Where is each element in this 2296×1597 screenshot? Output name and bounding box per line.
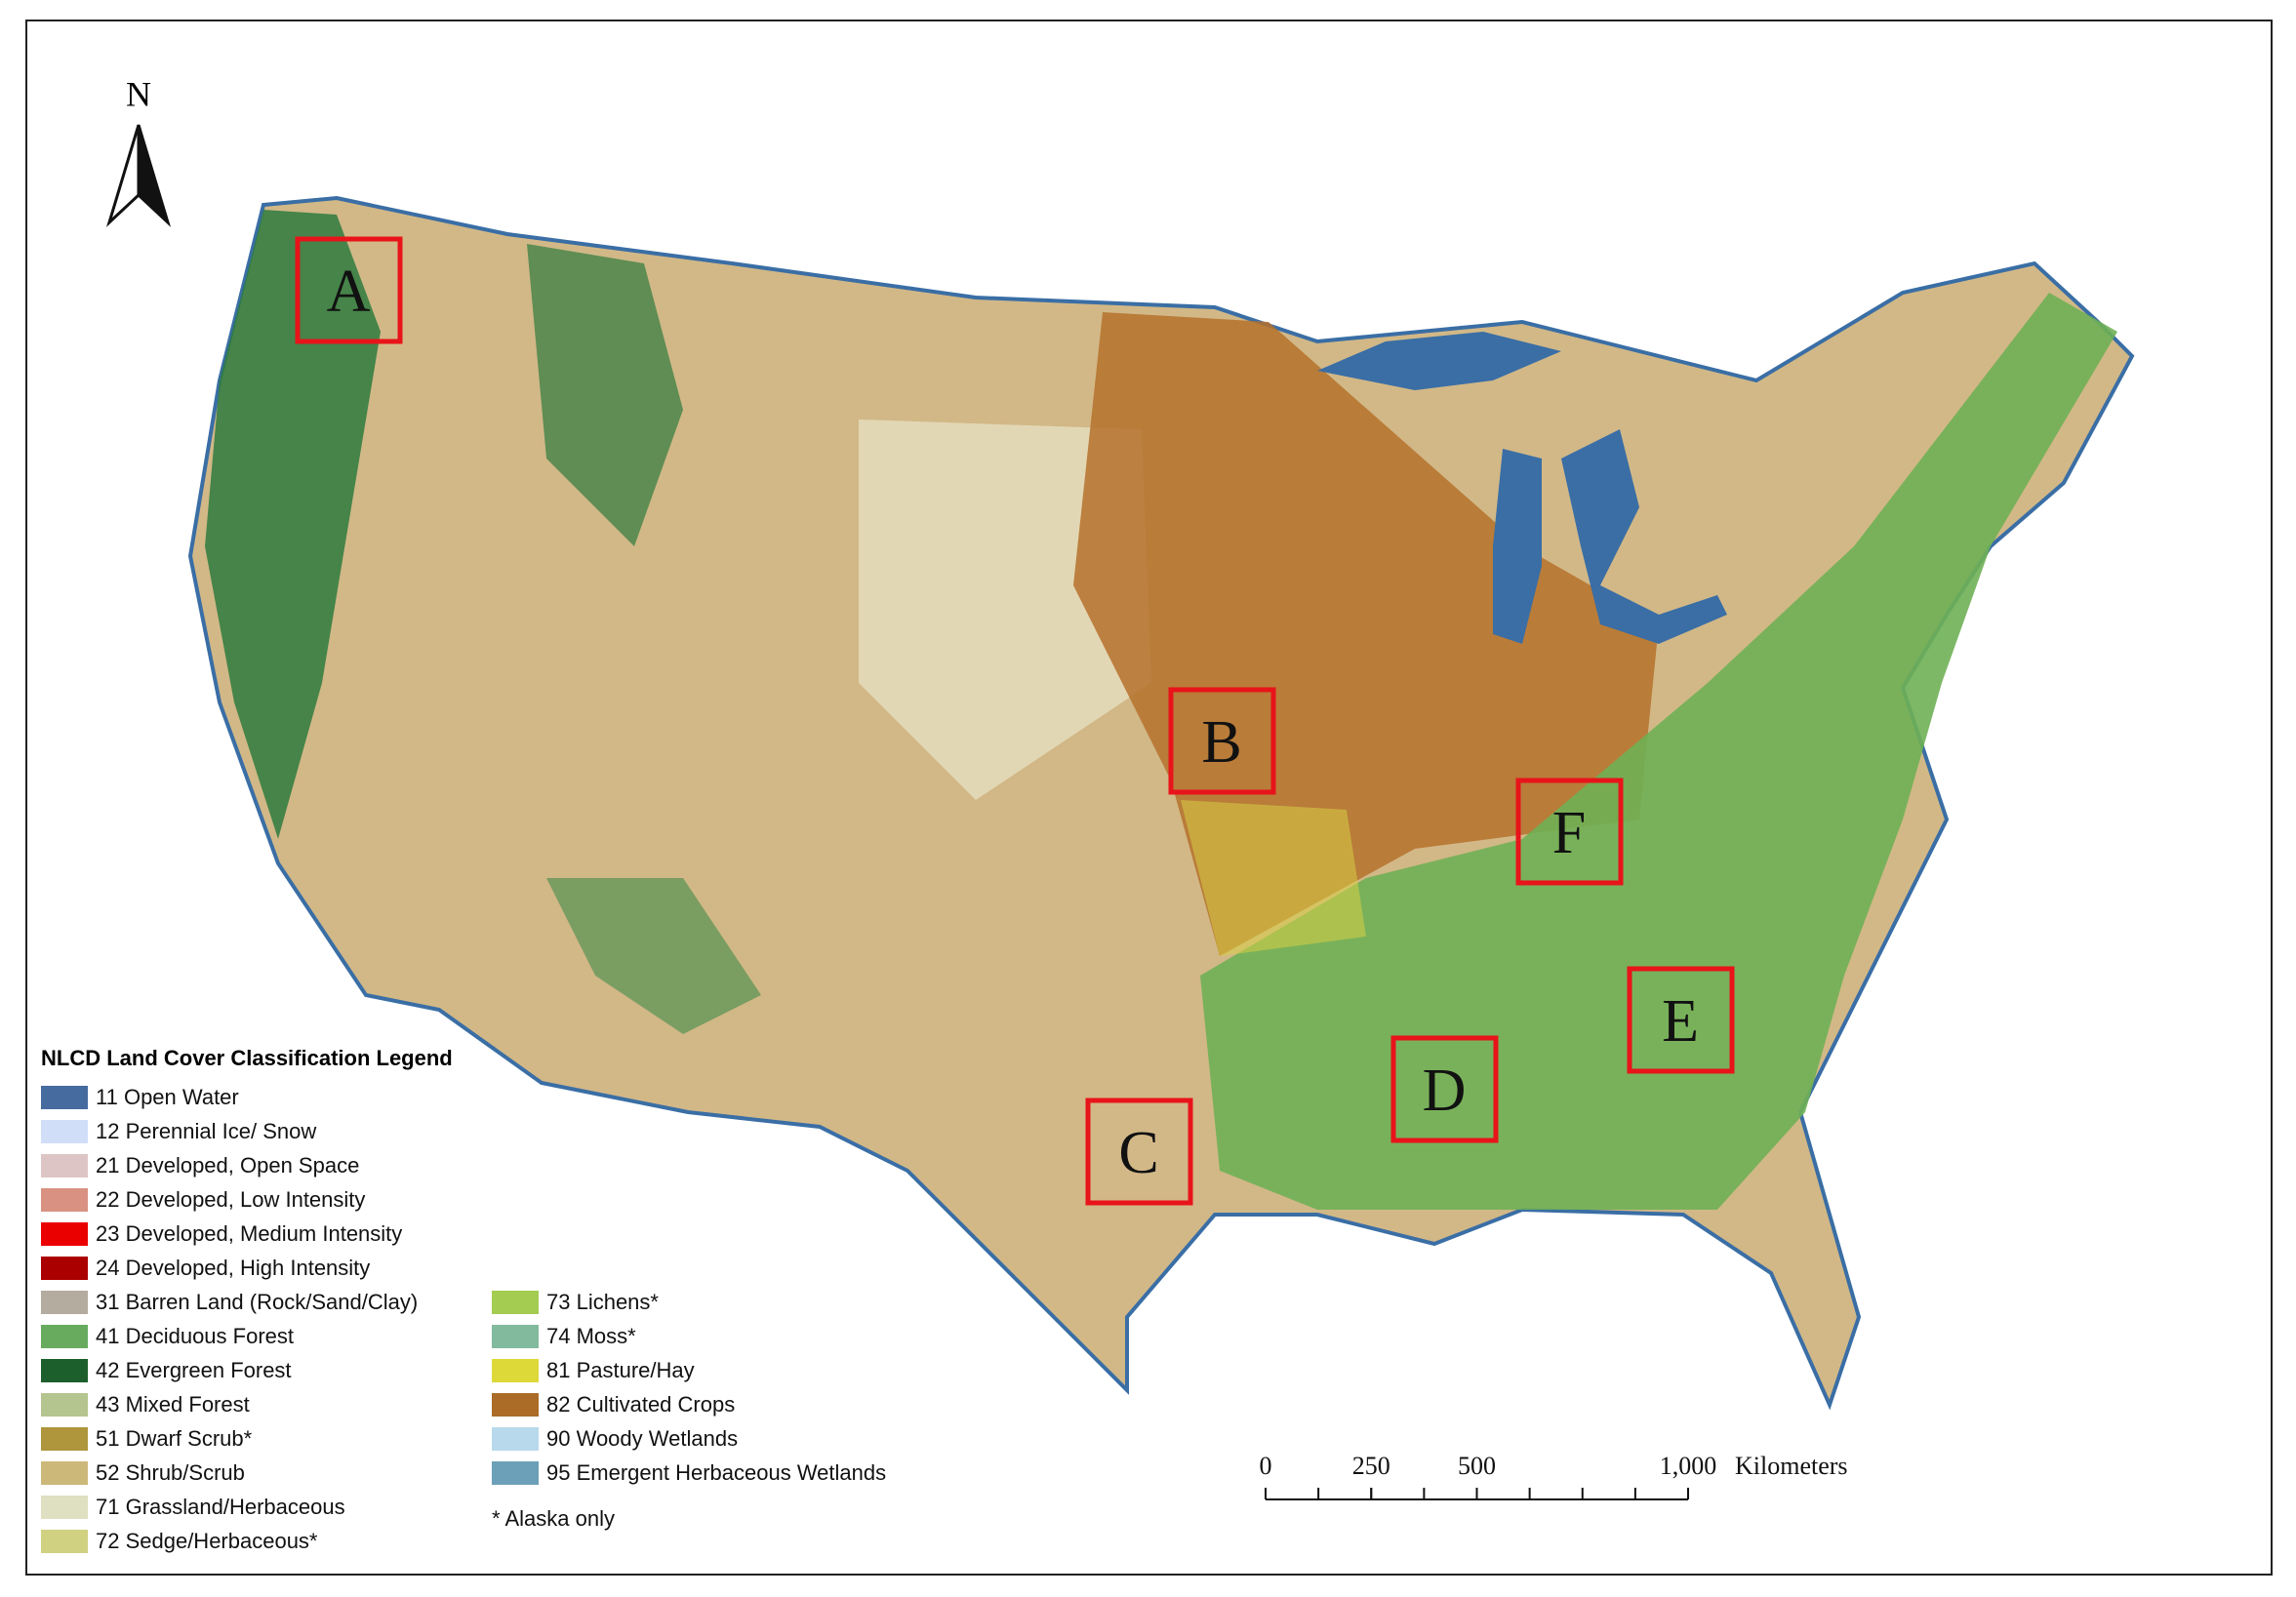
scale-tick-label: 0 — [1260, 1452, 1272, 1480]
legend-label: 11 Open Water — [96, 1085, 239, 1109]
plains-crops — [1073, 312, 1659, 956]
scale-unit: Kilometers — [1735, 1452, 1848, 1480]
legend-label: 74 Moss* — [546, 1324, 636, 1348]
region-label: D — [1423, 1058, 1467, 1124]
legend-swatch — [41, 1154, 88, 1178]
legend-swatch — [492, 1291, 539, 1314]
legend-label: 22 Developed, Low Intensity — [96, 1187, 365, 1212]
region-box — [1627, 966, 1735, 1074]
southwest-forest — [546, 878, 761, 1034]
legend-label: 82 Cultivated Crops — [546, 1392, 735, 1417]
legend-label: 72 Sedge/Herbaceous* — [96, 1529, 318, 1553]
legend-swatch — [41, 1188, 88, 1212]
legend-label: 24 Developed, High Intensity — [96, 1256, 370, 1280]
region-label: B — [1201, 709, 1241, 776]
frame — [25, 20, 2273, 1576]
legend-label: 41 Deciduous Forest — [96, 1324, 294, 1348]
legend-footnote: * Alaska only — [492, 1506, 615, 1531]
legend-swatch — [41, 1086, 88, 1109]
western-forest — [205, 210, 381, 839]
lake-michigan — [1493, 449, 1542, 644]
scale-tick-label: 500 — [1458, 1452, 1496, 1480]
legend-label: 52 Shrub/Scrub — [96, 1460, 245, 1485]
region-label: E — [1662, 988, 1699, 1055]
legend-swatch — [41, 1427, 88, 1451]
legend-swatch — [41, 1393, 88, 1417]
legend-label: 42 Evergreen Forest — [96, 1358, 292, 1382]
legend-swatch — [41, 1359, 88, 1382]
legend-swatch — [41, 1257, 88, 1280]
legend-label: 23 Developed, Medium Intensity — [96, 1221, 402, 1246]
legend-swatch — [41, 1120, 88, 1143]
lake-superior — [1317, 332, 1561, 390]
region-label: F — [1552, 800, 1586, 866]
legend-label: 81 Pasture/Hay — [546, 1358, 695, 1382]
region-box — [295, 236, 403, 344]
legend-label: 51 Dwarf Scrub* — [96, 1426, 253, 1451]
legend-swatch — [492, 1359, 539, 1382]
legend-swatch — [41, 1325, 88, 1348]
legend-label: 31 Barren Land (Rock/Sand/Clay) — [96, 1290, 418, 1314]
legend-label: 43 Mixed Forest — [96, 1392, 250, 1417]
scale-tick-label: 250 — [1352, 1452, 1390, 1480]
legend-label: 12 Perennial Ice/ Snow — [96, 1119, 316, 1143]
legend-swatch — [492, 1461, 539, 1485]
north-arrow — [105, 124, 141, 227]
legend-swatch — [41, 1530, 88, 1553]
legend-swatch — [41, 1291, 88, 1314]
lake-huron-erie — [1561, 429, 1727, 644]
legend-title: NLCD Land Cover Classification Legend — [41, 1046, 453, 1070]
eastern-forest — [1200, 293, 2117, 1210]
plains-grass — [859, 419, 1151, 800]
legend-label: 73 Lichens* — [546, 1290, 659, 1314]
region-box — [1515, 778, 1624, 886]
north-arrow-dark — [137, 124, 172, 227]
region-box — [1085, 1098, 1193, 1206]
legend-swatch — [492, 1325, 539, 1348]
region-box — [1390, 1035, 1499, 1143]
north-label: N — [126, 74, 151, 113]
legend-label: 90 Woody Wetlands — [546, 1426, 738, 1451]
legend-label: 71 Grassland/Herbaceous — [96, 1495, 345, 1519]
southern-pasture — [1181, 800, 1366, 956]
region-box — [1168, 687, 1276, 795]
legend-swatch — [41, 1222, 88, 1246]
region-label: A — [327, 259, 371, 325]
legend-label: 95 Emergent Herbaceous Wetlands — [546, 1460, 886, 1485]
region-label: C — [1118, 1120, 1158, 1186]
legend-swatch — [492, 1427, 539, 1451]
legend-swatch — [41, 1461, 88, 1485]
legend-label: 21 Developed, Open Space — [96, 1153, 359, 1178]
rockies-forest — [527, 244, 683, 546]
legend-swatch — [41, 1496, 88, 1519]
legend-swatch — [492, 1393, 539, 1417]
scale-tick-label: 1,000 — [1660, 1452, 1717, 1480]
